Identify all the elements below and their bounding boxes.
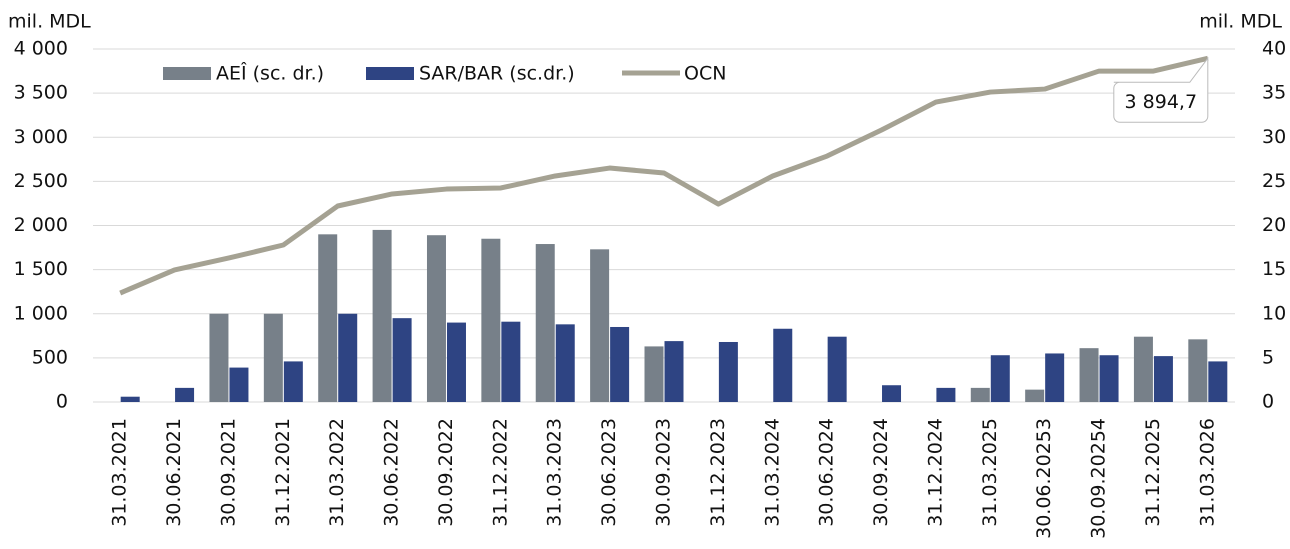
bar (773, 328, 793, 402)
x-tick-label: 31.12.2023 (707, 418, 729, 527)
x-tick-label: 31.03.2022 (326, 418, 348, 527)
bar (1153, 356, 1173, 402)
x-tick-label: 31.03.2025 (979, 418, 1001, 527)
bar (827, 336, 847, 402)
bar (664, 341, 684, 402)
bar (446, 322, 466, 402)
x-tick-label: 31.12.2025 (1142, 418, 1164, 527)
bar (1025, 389, 1045, 402)
legend-label: SAR/BAR (sc.dr.) (419, 63, 575, 85)
legend-label: OCN (684, 63, 726, 85)
bar (1133, 336, 1153, 402)
x-tick-label: 30.06.2024 (816, 418, 838, 527)
bar (229, 367, 249, 402)
bar (590, 249, 610, 402)
y2-tick-label: 20 (1262, 214, 1286, 236)
bar (392, 318, 412, 402)
legend-label: AEÎ (sc. dr.) (216, 62, 324, 85)
bar (209, 313, 229, 402)
x-tick-label: 30.09.2023 (653, 418, 675, 527)
x-tick-label: 30.06.2022 (381, 418, 403, 527)
y-tick-label: 2 500 (14, 170, 68, 192)
bar (1208, 361, 1228, 402)
bar (644, 346, 664, 402)
y-tick-label: 2 000 (14, 214, 68, 236)
y2-tick-label: 0 (1262, 391, 1274, 413)
bar (481, 238, 501, 402)
y-tick-label: 500 (32, 346, 68, 368)
bar (1045, 353, 1065, 402)
x-tick-label: 31.03.2023 (544, 418, 566, 527)
callout-box (1113, 56, 1209, 123)
x-tick-label: 30.09.2022 (435, 418, 457, 527)
bar (175, 387, 195, 402)
x-tick-label: 31.03.2021 (109, 418, 131, 527)
bar (535, 244, 555, 402)
x-tick-label: 30.06.2021 (163, 418, 185, 527)
x-tick-label: 31.12.2024 (924, 418, 946, 527)
x-tick-label: 30.09.2024 (870, 418, 892, 527)
bar (263, 313, 283, 402)
y2-tick-label: 5 (1262, 346, 1274, 368)
bar (426, 235, 446, 402)
legend-swatch (366, 67, 414, 80)
bar (120, 396, 140, 402)
bar (555, 324, 575, 402)
y2-tick-label: 30 (1262, 126, 1286, 148)
y2-tick-label: 35 (1262, 82, 1286, 104)
bar (610, 326, 630, 402)
bar (718, 341, 738, 402)
bar (990, 355, 1010, 402)
y-tick-label: 1 000 (14, 302, 68, 324)
bar (1188, 339, 1208, 402)
y2-tick-label: 40 (1262, 38, 1286, 60)
bar (318, 234, 338, 402)
bar (372, 229, 392, 402)
x-tick-label: 30.06.20253 (1033, 418, 1055, 539)
x-tick-label: 31.12.2021 (272, 418, 294, 527)
x-tick-label: 31.12.2022 (489, 418, 511, 527)
y2-tick-label: 15 (1262, 258, 1286, 280)
bar (283, 361, 303, 402)
x-tick-label: 31.03.2026 (1196, 418, 1218, 527)
bar (501, 321, 521, 402)
y-tick-label: 0 (56, 391, 68, 413)
bar (338, 313, 358, 402)
y-tick-label: 4 000 (14, 38, 68, 60)
y2-tick-label: 25 (1262, 170, 1286, 192)
y2-axis-label: mil. MDL (1199, 11, 1282, 33)
line (119, 55, 1209, 296)
bar (1079, 348, 1099, 402)
y-tick-label: 1 500 (14, 258, 68, 280)
y-axis-label: mil. MDL (8, 11, 91, 33)
x-tick-label: 31.03.2024 (761, 418, 783, 527)
x-tick-label: 30.06.2023 (598, 418, 620, 527)
bar (970, 387, 990, 402)
bar (882, 385, 902, 402)
y2-tick-label: 10 (1262, 302, 1286, 324)
legend-swatch (163, 67, 211, 80)
data-label: 3 894,7 (1125, 91, 1198, 113)
bar (1099, 355, 1119, 402)
y-tick-label: 3 000 (14, 126, 68, 148)
x-tick-label: 30.09.2021 (217, 418, 239, 527)
y-tick-label: 3 500 (14, 82, 68, 104)
x-tick-label: 30.09.20254 (1088, 418, 1110, 539)
bar (936, 387, 956, 402)
